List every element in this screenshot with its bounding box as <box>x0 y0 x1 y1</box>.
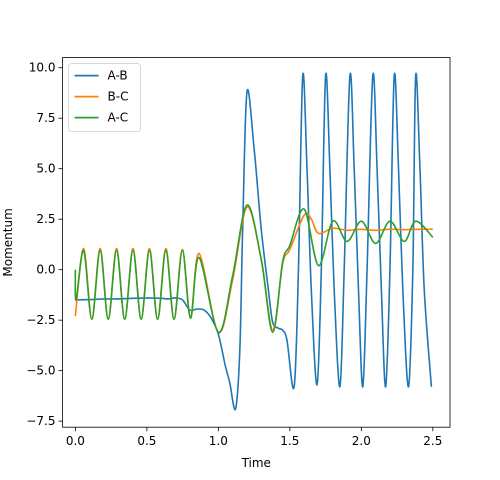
series-line-a-c <box>74 204 434 334</box>
legend: A-B B-C A-C <box>68 63 141 132</box>
legend-label: B-C <box>108 90 129 104</box>
y-tick-label: 2.5 <box>36 212 55 226</box>
y-axis-label: Momentum <box>1 208 15 276</box>
legend-box <box>68 63 141 132</box>
plot-frame <box>62 57 451 428</box>
x-tick-label: 1.0 <box>209 434 228 448</box>
legend-label: A-B <box>108 69 128 83</box>
y-tick-label: −7.5 <box>26 414 55 428</box>
series-layer <box>74 72 434 411</box>
x-axis-label: Time <box>241 456 271 470</box>
y-tick-label: 0.0 <box>36 263 55 277</box>
y-tick-label: 10.0 <box>29 61 56 75</box>
x-tick-label: 0.0 <box>66 434 85 448</box>
y-tick-label: −5.0 <box>26 364 55 378</box>
legend-label: A-C <box>108 111 129 125</box>
x-tick-label: 0.5 <box>137 434 156 448</box>
y-tick-label: 7.5 <box>36 111 55 125</box>
y-tick-label: −2.5 <box>26 313 55 327</box>
ticks-layer: 0.0 0.5 1.0 1.5 2.0 2.5 −7.5 −5.0 −2.5 0.0 2.5 5.0 7… <box>26 61 442 449</box>
series-line-a-b <box>75 72 433 411</box>
y-tick-label: 5.0 <box>36 162 55 176</box>
x-tick-label: 2.0 <box>352 434 371 448</box>
x-tick-label: 2.5 <box>423 434 442 448</box>
x-tick-label: 1.5 <box>280 434 299 448</box>
